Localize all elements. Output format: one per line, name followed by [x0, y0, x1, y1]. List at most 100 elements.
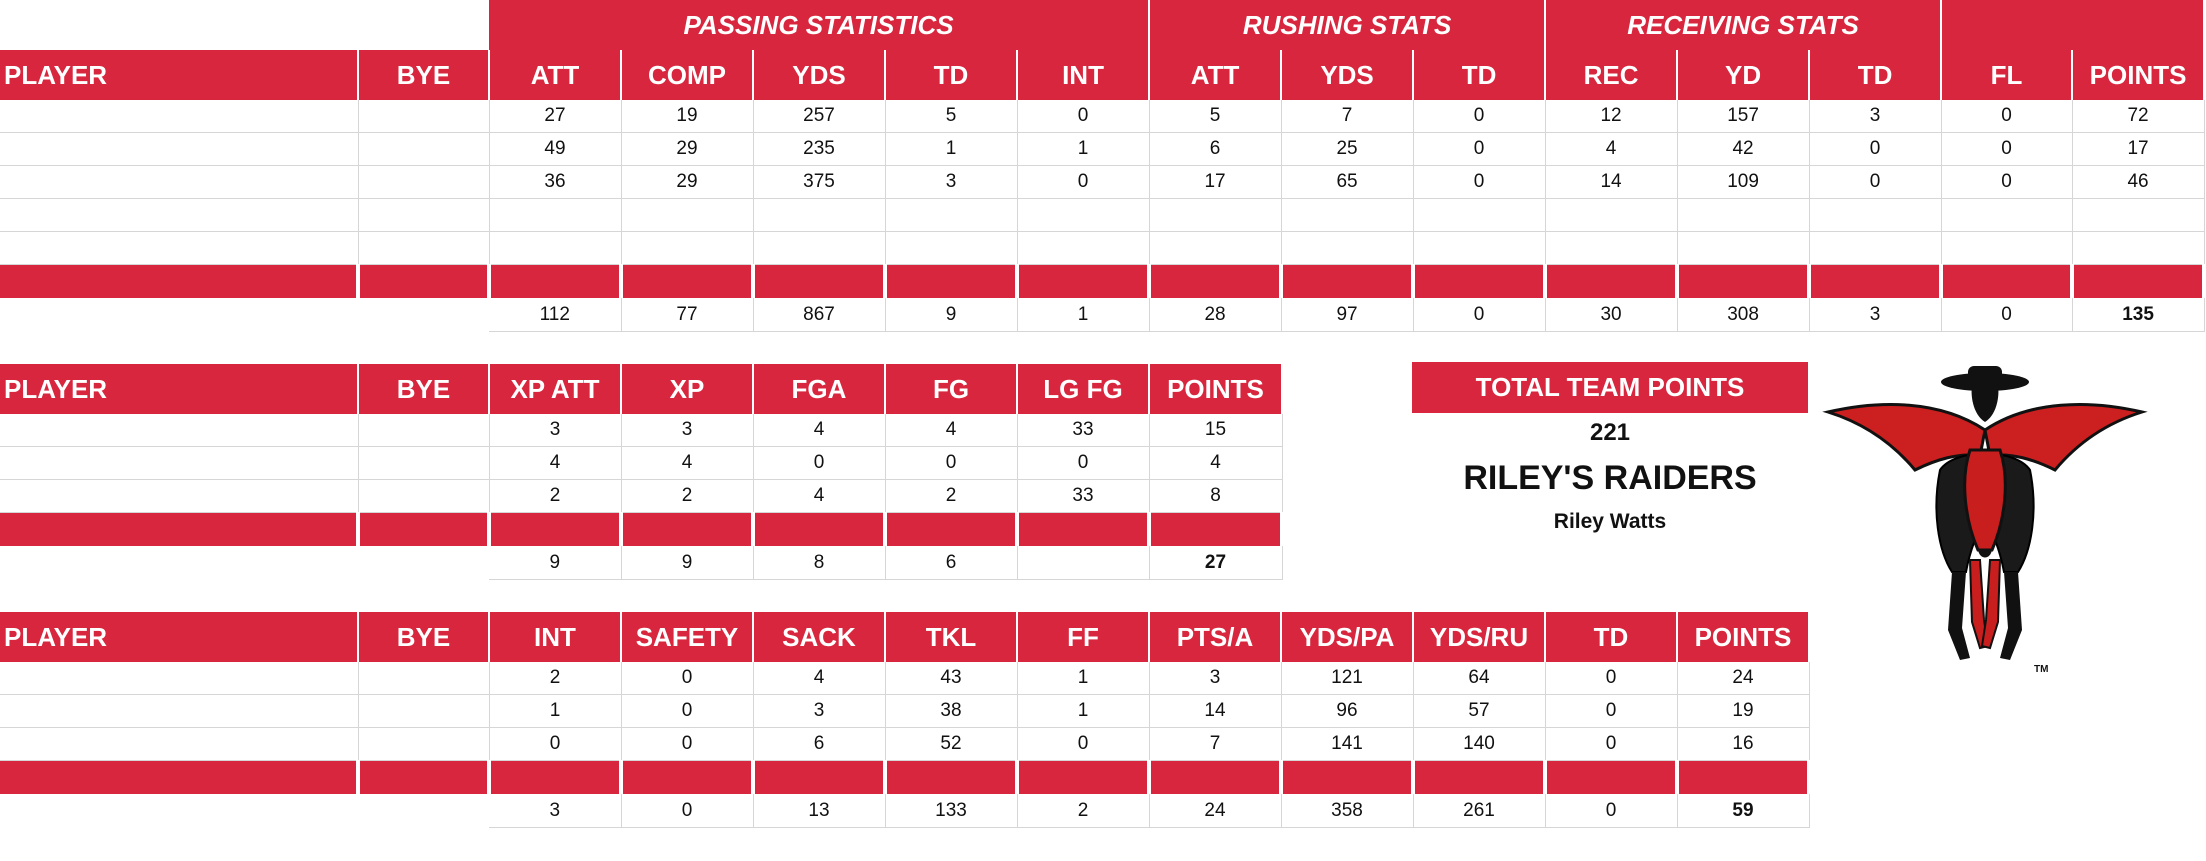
- defense-header-5: TKL: [885, 612, 1018, 662]
- total-cell: 3: [1809, 298, 1942, 332]
- group-header-receiving: RECEIVING STATS: [1545, 0, 1943, 50]
- divider-cell: [885, 760, 1019, 794]
- divider-cell: [1017, 512, 1151, 546]
- divider-cell: [489, 760, 623, 794]
- table-cell: 4: [885, 414, 1018, 447]
- table-cell: [0, 198, 359, 232]
- offense-divider-bar: [0, 264, 2206, 298]
- offense-stats-table: PASSING STATISTICS RUSHING STATS RECEIVI…: [0, 0, 2206, 332]
- total-cell: 24: [1149, 794, 1282, 828]
- table-cell: 0: [1545, 727, 1678, 761]
- divider-cell: [885, 512, 1019, 546]
- table-cell: 27: [489, 100, 622, 133]
- table-cell: 3: [753, 694, 886, 728]
- table-cell: 0: [1545, 694, 1678, 728]
- table-cell: 17: [1149, 165, 1282, 199]
- table-cell: [1017, 231, 1150, 265]
- table-cell: 0: [1017, 165, 1150, 199]
- kicking-header-3: XP: [621, 364, 754, 414]
- table-cell: [1941, 198, 2073, 232]
- total-cell: 28: [1149, 298, 1282, 332]
- defense-header-4: SACK: [753, 612, 886, 662]
- total-cell: 3: [489, 794, 622, 828]
- table-cell: 14: [1149, 694, 1282, 728]
- masked-rider-horse-logo: TM: [1822, 366, 2148, 675]
- table-cell: 19: [621, 100, 754, 133]
- table-cell: 6: [1149, 132, 1282, 166]
- offense-totals-row: 112 77 867 9 1 28 97 0 30 308 3 0 135: [0, 298, 2205, 332]
- table-cell: [0, 165, 359, 199]
- table-cell: [0, 100, 359, 133]
- table-cell: 0: [1017, 446, 1150, 480]
- table-cell: 96: [1281, 694, 1414, 728]
- total-cell: 77: [621, 298, 754, 332]
- table-cell: 4: [753, 414, 886, 447]
- divider-cell: [753, 512, 887, 546]
- table-cell: [1677, 198, 1810, 232]
- table-row: 49 29 235 1 1 6 25 0 4 42 0 0 17: [0, 132, 2205, 166]
- table-cell: [1677, 231, 1810, 265]
- total-cell: [358, 298, 489, 332]
- table-cell: 4: [621, 446, 754, 480]
- team-owner: Riley Watts: [1553, 510, 1667, 533]
- table-row: 36 29 375 3 0 17 65 0 14 109 0 0 46: [0, 165, 2205, 199]
- total-team-points-label: TOTAL TEAM POINTS: [1412, 362, 1808, 413]
- table-cell: 1: [1017, 662, 1150, 695]
- total-cell: 9: [621, 546, 754, 580]
- total-cell: 358: [1281, 794, 1414, 828]
- total-cell: 261: [1413, 794, 1546, 828]
- table-cell: 4: [489, 446, 622, 480]
- divider-cell: [0, 512, 360, 546]
- table-cell: 43: [885, 662, 1018, 695]
- total-cell: 59: [1677, 794, 1810, 828]
- total-cell: [0, 546, 358, 580]
- table-cell: 0: [1941, 165, 2073, 199]
- table-cell: [358, 231, 490, 265]
- table-cell: 4: [1545, 132, 1678, 166]
- defense-header-11: POINTS: [1677, 612, 1810, 662]
- table-cell: 46: [2072, 165, 2205, 199]
- table-cell: 25: [1281, 132, 1414, 166]
- kicking-stats-table: PLAYER BYE XP ATT XP FGA FG LG FG POINTS 3 3 4 4 33…: [0, 364, 1284, 580]
- divider-cell: [1413, 760, 1547, 794]
- table-cell: [358, 100, 490, 133]
- table-cell: [0, 479, 359, 513]
- defense-body: 2 0 4 43 1 3 121 64 0 24 1 0 3 38 1 14 96 57 0 19 0 0 6 52 0 7 141…: [0, 662, 1810, 761]
- table-cell: 38: [885, 694, 1018, 728]
- total-cell: [358, 794, 489, 828]
- table-cell: 42: [1677, 132, 1810, 166]
- defense-header-2: INT: [489, 612, 622, 662]
- total-cell: 135: [2072, 298, 2205, 332]
- table-cell: [489, 198, 622, 232]
- defense-totals-row: 3 0 13 133 2 24 358 261 0 59: [0, 794, 1810, 828]
- divider-cell: [753, 264, 887, 298]
- table-cell: [621, 231, 754, 265]
- table-cell: 4: [753, 662, 886, 695]
- offense-header-10: REC: [1545, 50, 1679, 100]
- trademark-mark: TM: [2034, 664, 2048, 675]
- offense-header-1: BYE: [358, 50, 490, 100]
- table-cell: [358, 165, 490, 199]
- table-cell: 0: [1413, 132, 1546, 166]
- kicking-header-6: LG FG: [1017, 364, 1150, 414]
- table-cell: [1281, 198, 1414, 232]
- table-cell: 8: [1149, 479, 1283, 513]
- table-cell: 29: [621, 165, 754, 199]
- table-cell: [0, 446, 359, 480]
- divider-cell: [1149, 512, 1284, 546]
- table-cell: 0: [1017, 727, 1150, 761]
- table-cell: 33: [1017, 414, 1150, 447]
- table-cell: 7: [1149, 727, 1282, 761]
- table-cell: 4: [753, 479, 886, 513]
- divider-cell: [0, 264, 360, 298]
- table-cell: [885, 198, 1018, 232]
- total-cell: 30: [1545, 298, 1678, 332]
- table-cell: 0: [489, 727, 622, 761]
- group-header-extra: [1941, 0, 2206, 50]
- table-cell: 3: [489, 414, 622, 447]
- table-cell: [358, 727, 490, 761]
- table-cell: 19: [1677, 694, 1810, 728]
- offense-header-4: YDS: [753, 50, 886, 100]
- table-cell: 1: [1017, 694, 1150, 728]
- table-cell: 141: [1281, 727, 1414, 761]
